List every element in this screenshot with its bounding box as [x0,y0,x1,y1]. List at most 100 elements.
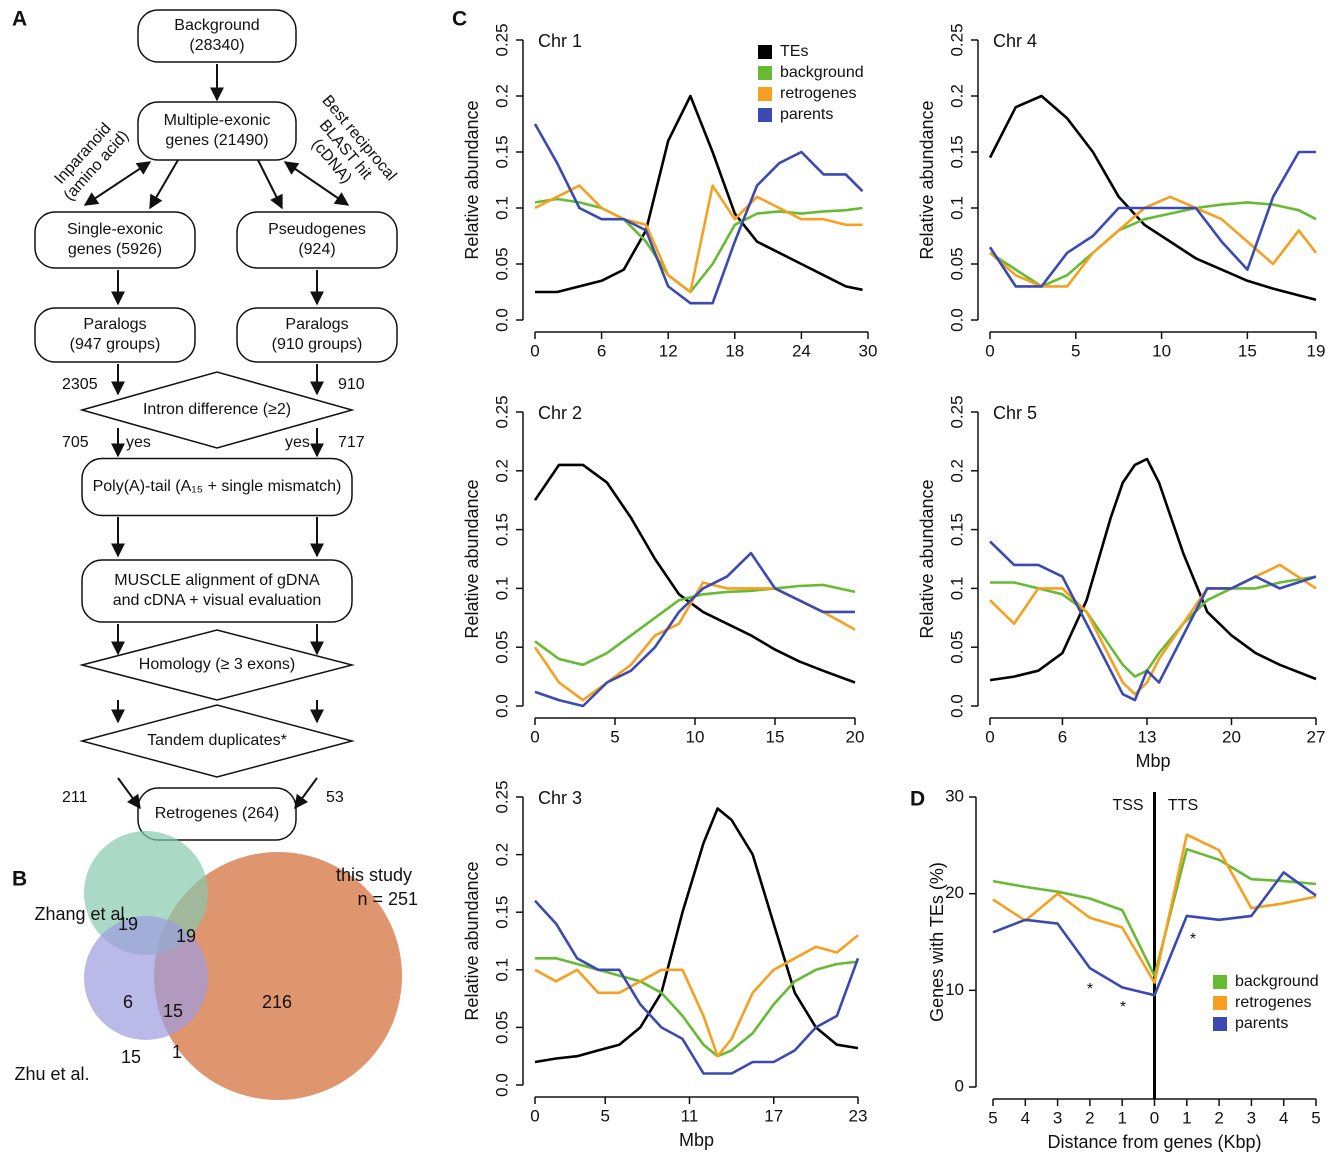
x-tick-label: 20 [1222,727,1241,746]
edge-label: 705 [62,434,89,451]
y-tick-label: 0.05 [492,631,511,664]
y-tick-label: 0.2 [492,843,511,867]
x-tick-label: 5 [988,1108,997,1127]
y-tick-label: 0.2 [492,84,511,108]
legend-swatch [758,66,772,80]
flow-box [34,307,196,363]
flow-box [236,211,398,269]
x-tick-label: 4 [1279,1108,1288,1127]
flow-text: genes (5926) [68,241,162,258]
region-count: 1 [172,1042,182,1062]
annotation: * [1120,999,1126,1016]
x-tick-label: 10 [686,727,705,746]
x-tick-label: 3 [1247,1108,1256,1127]
panel-label: A [12,8,27,31]
flow-decision [79,371,355,449]
x-tick-label: 17 [764,1106,783,1125]
region-count: 19 [176,926,196,946]
venn-set [84,831,208,955]
x-tick-label: 0 [985,341,994,360]
flow-arrow [149,159,179,210]
legend-swatch [1213,996,1227,1010]
y-tick-label: 0.1 [947,577,966,601]
x-tick-label: 15 [1238,341,1257,360]
series-line [992,847,1317,978]
flow-text: MUSCLE alignment of gDNA [114,572,320,589]
venn-set [84,916,208,1040]
x-tick-label: 10 [1152,341,1171,360]
x-tick-label: 30 [859,341,878,360]
series-line [534,583,856,667]
region-count: 19 [118,914,138,934]
x-tick-label: 6 [597,341,606,360]
x-tick-label: 18 [725,341,744,360]
annotation: TSS [1112,797,1143,814]
y-tick-label: 0.25 [492,780,511,813]
edge-label: 2305 [62,376,98,393]
flow-arrow [117,777,141,810]
flow-text: and cDNA + visual evaluation [113,592,322,609]
set-total: n = 251 [357,889,418,909]
flow-box [236,307,398,363]
series-line [534,899,860,1075]
edge-label: yes [126,434,151,451]
legend-swatch [758,45,772,59]
series-line [988,94,1317,302]
x-tick-label: 0 [1150,1108,1159,1127]
y-tick-label: 0.1 [492,196,511,220]
edge-label: yes [285,434,310,451]
y-tick-label: 0.15 [492,135,511,168]
x-tick-label: 5 [1071,341,1080,360]
series-line [990,575,1317,678]
set-name: Zhu et al. [14,1064,89,1084]
region-count: 15 [163,1001,183,1021]
x-tick-label: 19 [1307,341,1326,360]
flow-box [137,101,297,161]
y-tick-label: 0.25 [492,395,511,428]
y-tick-label: 0.15 [947,513,966,546]
y-axis-label: Relative abundance [462,100,482,259]
series-line [534,551,855,708]
flow-double-arrow [283,161,350,206]
x-tick-label: 12 [659,341,678,360]
y-tick-label: 0.0 [492,1073,511,1097]
chart-title: Chr 5 [993,403,1037,423]
flow-text: Background [174,17,259,34]
x-tick-label: 2 [1085,1108,1094,1127]
x-axis-label: Distance from genes (Kbp) [1047,1132,1261,1152]
annotation: * [1087,981,1093,998]
region-count: 15 [121,1047,141,1067]
y-tick-label: 0 [955,1076,964,1095]
y-axis-label: Relative abundance [917,479,937,638]
y-tick-label: 20 [945,883,964,902]
legend-label: background [780,64,864,81]
series-line [534,934,859,1058]
y-tick-label: 10 [945,980,964,999]
series-line [988,150,1316,288]
y-tick-label: 30 [945,786,964,805]
flow-box [81,457,353,517]
x-tick-label: 5 [610,727,619,746]
y-tick-label: 0.05 [492,1011,511,1044]
y-tick-label: 0.0 [947,308,966,332]
y-tick-label: 0.05 [492,247,511,280]
series-line [533,581,856,702]
chart-title: Chr 1 [538,31,582,51]
x-tick-label: 2 [1214,1108,1223,1127]
flow-text: Homology (≥ 3 exons) [139,656,295,673]
edge-label: 211 [62,789,88,806]
chart-title: Chr 3 [538,788,582,808]
x-tick-label: 0 [530,727,539,746]
y-tick-label: 0.25 [947,23,966,56]
x-tick-label: 5 [1311,1108,1320,1127]
flow-text: Poly(A)-tail (A₁₅ + single mismatch) [93,478,342,495]
flow-text: (28340) [189,37,244,54]
y-axis-label: Relative abundance [462,861,482,1020]
flow-text: (910 groups) [272,336,363,353]
legend-swatch [1213,1017,1227,1031]
y-tick-label: 0.25 [947,395,966,428]
x-tick-label: 3 [1053,1108,1062,1127]
y-tick-label: 0.1 [492,577,511,601]
y-tick-label: 0.15 [492,896,511,929]
flow-text: Tandem duplicates* [147,732,287,749]
